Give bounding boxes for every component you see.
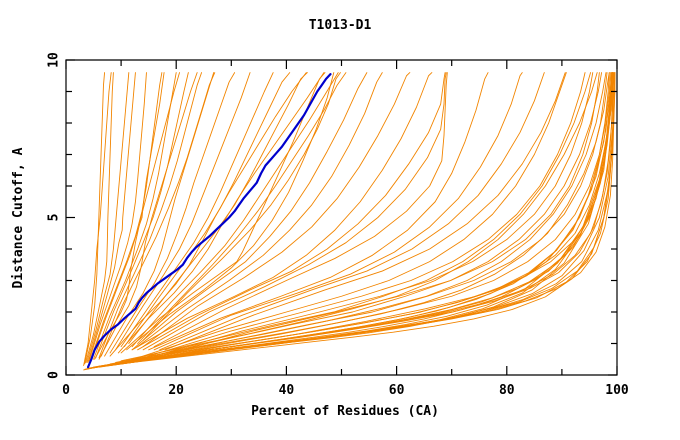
series-line [153,72,448,348]
x-tick-label: 20 [168,383,184,398]
x-tick-label: 0 [62,383,70,398]
series-line [159,72,545,351]
series-line [98,72,198,360]
series-line [137,72,603,360]
series-line [142,72,567,357]
x-tick-label: 60 [389,383,405,398]
series-line [137,72,446,351]
series-line [83,72,615,371]
x-tick-label: 100 [605,383,629,398]
page-title: T1013-D1 [309,18,372,33]
x-tick-label: 40 [279,383,295,398]
series-line [142,72,447,351]
series-line [137,72,383,348]
series-line [117,72,325,354]
series-line [104,72,215,357]
series-line [88,72,612,369]
series-line [109,72,611,365]
series-line [115,72,610,363]
series-line [164,72,566,351]
series-line [126,72,607,362]
series-line [87,72,616,370]
series-line [148,72,489,351]
series-line [88,72,147,362]
ticks-group [65,59,618,376]
series-line [120,72,274,348]
x-tick-label: 80 [499,383,515,398]
series-line [93,72,177,360]
x-axis-label: Percent of Residues (CA) [251,404,439,419]
series-line [84,72,106,365]
series-line [83,72,112,366]
series-line [109,72,307,357]
series-line [131,72,433,351]
series-line [131,72,368,351]
series-group [83,72,616,371]
series-line [131,72,591,360]
series-line [153,72,523,351]
series-line [153,72,594,357]
series-line [120,72,598,362]
series-line [85,72,114,363]
y-tick-label: 10 [47,52,62,68]
series-line [148,72,586,357]
series-line [87,72,136,363]
series-line [95,72,189,359]
y-tick-label: 5 [47,214,62,222]
series-line [137,72,347,344]
series-line [94,72,180,360]
tick-labels-group: 0 20 40 60 80 100 0 5 10 [47,52,629,398]
series-line [123,72,291,348]
series-line [159,72,600,357]
y-axis-label: Distance Cutoff, A [11,147,26,288]
series-line [86,72,130,363]
series-line [131,72,339,348]
series-line [126,72,335,351]
y-tick-label: 0 [47,371,62,379]
series-line-highlight [86,73,332,369]
series-line [142,72,411,348]
series-line [142,72,341,341]
